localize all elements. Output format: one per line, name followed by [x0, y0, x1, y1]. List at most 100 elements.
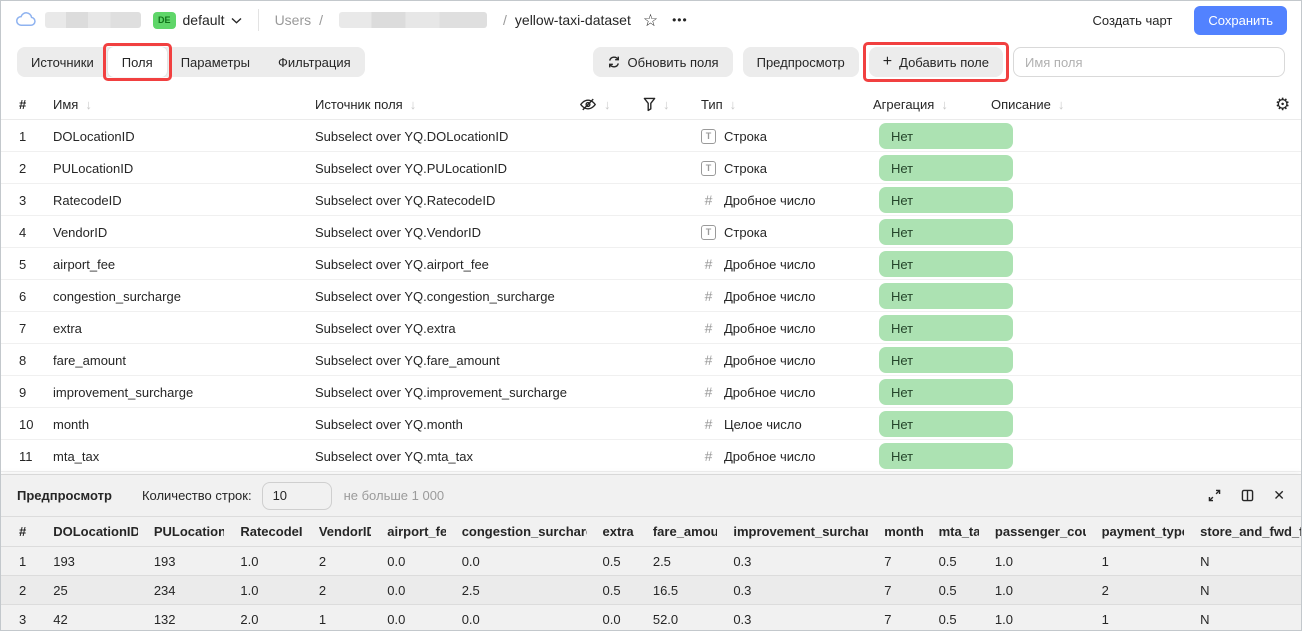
- preview-cell: 0.3: [717, 604, 869, 630]
- string-type-icon: T: [701, 128, 716, 144]
- field-row[interactable]: 1 DOLocationID Subselect over YQ.DOLocatio…: [1, 120, 1301, 152]
- column-header-filter[interactable]: ↓: [643, 89, 670, 120]
- preview-toggle-button[interactable]: Предпросмотр: [742, 47, 859, 77]
- add-field-button[interactable]: + Добавить поле: [862, 42, 1010, 82]
- field-aggregation-cell: Нет: [879, 312, 1013, 344]
- tab-поля[interactable]: Поля: [102, 43, 172, 81]
- preview-cell: 1: [1, 546, 38, 576]
- close-preview-icon[interactable]: ✕: [1273, 487, 1285, 503]
- breadcrumb-root[interactable]: Users: [274, 12, 312, 28]
- field-aggregation-cell: Нет: [879, 440, 1013, 472]
- preview-cell: 0.0: [445, 604, 587, 630]
- field-source: Subselect over YQ.RatecodeID: [315, 192, 496, 208]
- preview-column-header: airport_fee: [371, 516, 446, 547]
- field-row[interactable]: 9 improvement_surcharge Subselect over YQ.…: [1, 376, 1301, 408]
- preview-cell: 0.0: [371, 604, 446, 630]
- field-name: VendorID: [53, 224, 108, 240]
- preview-cell: 2: [302, 546, 372, 576]
- field-type: # Дробное число: [701, 376, 816, 408]
- field-row[interactable]: 6 congestion_surcharge Subselect over YQ.c…: [1, 280, 1301, 312]
- number-type-icon: #: [704, 288, 713, 304]
- preview-cell: 1: [1085, 604, 1185, 630]
- field-row[interactable]: 3 RatecodeID Subselect over YQ.RatecodeID #…: [1, 184, 1301, 216]
- add-field-label: Добавить поле: [899, 54, 989, 70]
- section-tabs: Источники Поля Параметры Фильтрация: [17, 43, 365, 81]
- aggregation-select[interactable]: Нет: [879, 315, 1013, 341]
- preview-data-row: 3 42 132 2.0 1 0.0 0.0 0.0 52.0 0.3 7 0.5 1.0 1 N: [1, 604, 1301, 630]
- column-header-type[interactable]: Тип ↓: [701, 97, 737, 112]
- column-header-description[interactable]: Описание ↓: [991, 97, 1065, 112]
- field-row[interactable]: 10 month Subselect over YQ.month # Целое чис…: [1, 408, 1301, 440]
- aggregation-select[interactable]: Нет: [879, 155, 1013, 181]
- aggregation-select[interactable]: Нет: [879, 347, 1013, 373]
- aggregation-select[interactable]: Нет: [879, 379, 1013, 405]
- column-header-num: #: [19, 97, 27, 112]
- folder-selector[interactable]: default: [183, 12, 242, 28]
- field-row[interactable]: 7 extra Subselect over YQ.extra # Дробное чи…: [1, 312, 1301, 344]
- cloud-logo-icon: [15, 12, 37, 28]
- field-type: # Дробное число: [701, 280, 816, 312]
- field-type-label: Целое число: [724, 416, 802, 432]
- aggregation-select[interactable]: Нет: [879, 187, 1013, 213]
- field-row[interactable]: 4 VendorID Subselect over YQ.VendorID T Стро…: [1, 216, 1301, 248]
- preview-column-header: month: [868, 516, 923, 547]
- preview-column-header: VendorID: [302, 516, 372, 547]
- create-chart-button[interactable]: Создать чарт: [1080, 7, 1184, 34]
- preview-column-header: store_and_fwd_flag: [1184, 516, 1301, 547]
- field-source: Subselect over YQ.fare_amount: [315, 352, 500, 368]
- more-actions-icon[interactable]: •••: [672, 13, 688, 27]
- aggregation-select[interactable]: Нет: [879, 219, 1013, 245]
- field-name-filter-input[interactable]: [1013, 47, 1285, 77]
- preview-cell: 2: [302, 575, 372, 605]
- breadcrumb-separator: /: [319, 12, 324, 28]
- aggregation-select[interactable]: Нет: [879, 283, 1013, 309]
- aggregation-select[interactable]: Нет: [879, 251, 1013, 277]
- expand-preview-button[interactable]: [1207, 488, 1222, 503]
- save-button[interactable]: Сохранить: [1194, 5, 1287, 35]
- refresh-fields-button[interactable]: Обновить поля: [592, 47, 733, 77]
- redacted-user-folder: [339, 12, 488, 28]
- number-type-icon: #: [704, 192, 713, 208]
- preview-cell: 1.0: [224, 575, 303, 605]
- number-type-icon: #: [704, 256, 713, 272]
- favorite-star-icon[interactable]: ☆: [642, 10, 659, 30]
- field-row[interactable]: 11 mta_tax Subselect over YQ.mta_tax # Дробн…: [1, 440, 1301, 472]
- preview-cell: 3: [1, 604, 38, 630]
- number-type-icon: #: [704, 352, 713, 368]
- table-settings-gear-icon[interactable]: ⚙: [1275, 95, 1291, 114]
- breadcrumb: Users / / yellow-taxi-dataset: [275, 12, 631, 28]
- preview-cell: 42: [37, 604, 138, 630]
- field-type: T Строка: [701, 216, 767, 248]
- row-count-hint: не больше 1 000: [343, 488, 445, 503]
- column-header-hidden[interactable]: ↓: [579, 89, 611, 120]
- funnel-icon: [643, 97, 656, 112]
- aggregation-select[interactable]: Нет: [879, 123, 1013, 149]
- preview-cell: 1.0: [224, 546, 303, 576]
- field-name: improvement_surcharge: [53, 384, 194, 400]
- field-aggregation-cell: Нет: [879, 248, 1013, 280]
- field-source: Subselect over YQ.PULocationID: [315, 160, 507, 176]
- preview-column-header: improvement_surcharge: [717, 516, 869, 547]
- sort-arrow-icon: ↓: [85, 97, 92, 112]
- tab-фильтрация[interactable]: Фильтрация: [278, 54, 351, 70]
- tab-параметры[interactable]: Параметры: [180, 54, 250, 70]
- tab-источники[interactable]: Источники: [31, 54, 94, 70]
- row-count-input[interactable]: [261, 481, 332, 510]
- field-row[interactable]: 8 fare_amount Subselect over YQ.fare_amoun…: [1, 344, 1301, 376]
- aggregation-select[interactable]: Нет: [879, 411, 1013, 437]
- field-type: # Дробное число: [701, 248, 816, 280]
- eye-off-icon: [580, 98, 596, 111]
- refresh-fields-label: Обновить поля: [627, 54, 719, 70]
- field-row[interactable]: 2 PULocationID Subselect over YQ.PULocatio…: [1, 152, 1301, 184]
- split-view-button[interactable]: [1240, 488, 1255, 503]
- field-row-number: 6: [19, 288, 27, 304]
- breadcrumb-dataset-name: yellow-taxi-dataset: [514, 12, 631, 28]
- preview-panel: Предпросмотр Количество строк: не больше…: [1, 474, 1301, 630]
- column-header-source[interactable]: Источник поля ↓: [315, 97, 417, 112]
- preview-cell: 193: [137, 546, 225, 576]
- aggregation-select[interactable]: Нет: [879, 443, 1013, 469]
- preview-cell: 0.0: [371, 575, 446, 605]
- column-header-aggregation[interactable]: Агрегация ↓: [873, 97, 948, 112]
- field-row[interactable]: 5 airport_fee Subselect over YQ.airport_fe…: [1, 248, 1301, 280]
- column-header-name[interactable]: Имя ↓: [53, 97, 92, 112]
